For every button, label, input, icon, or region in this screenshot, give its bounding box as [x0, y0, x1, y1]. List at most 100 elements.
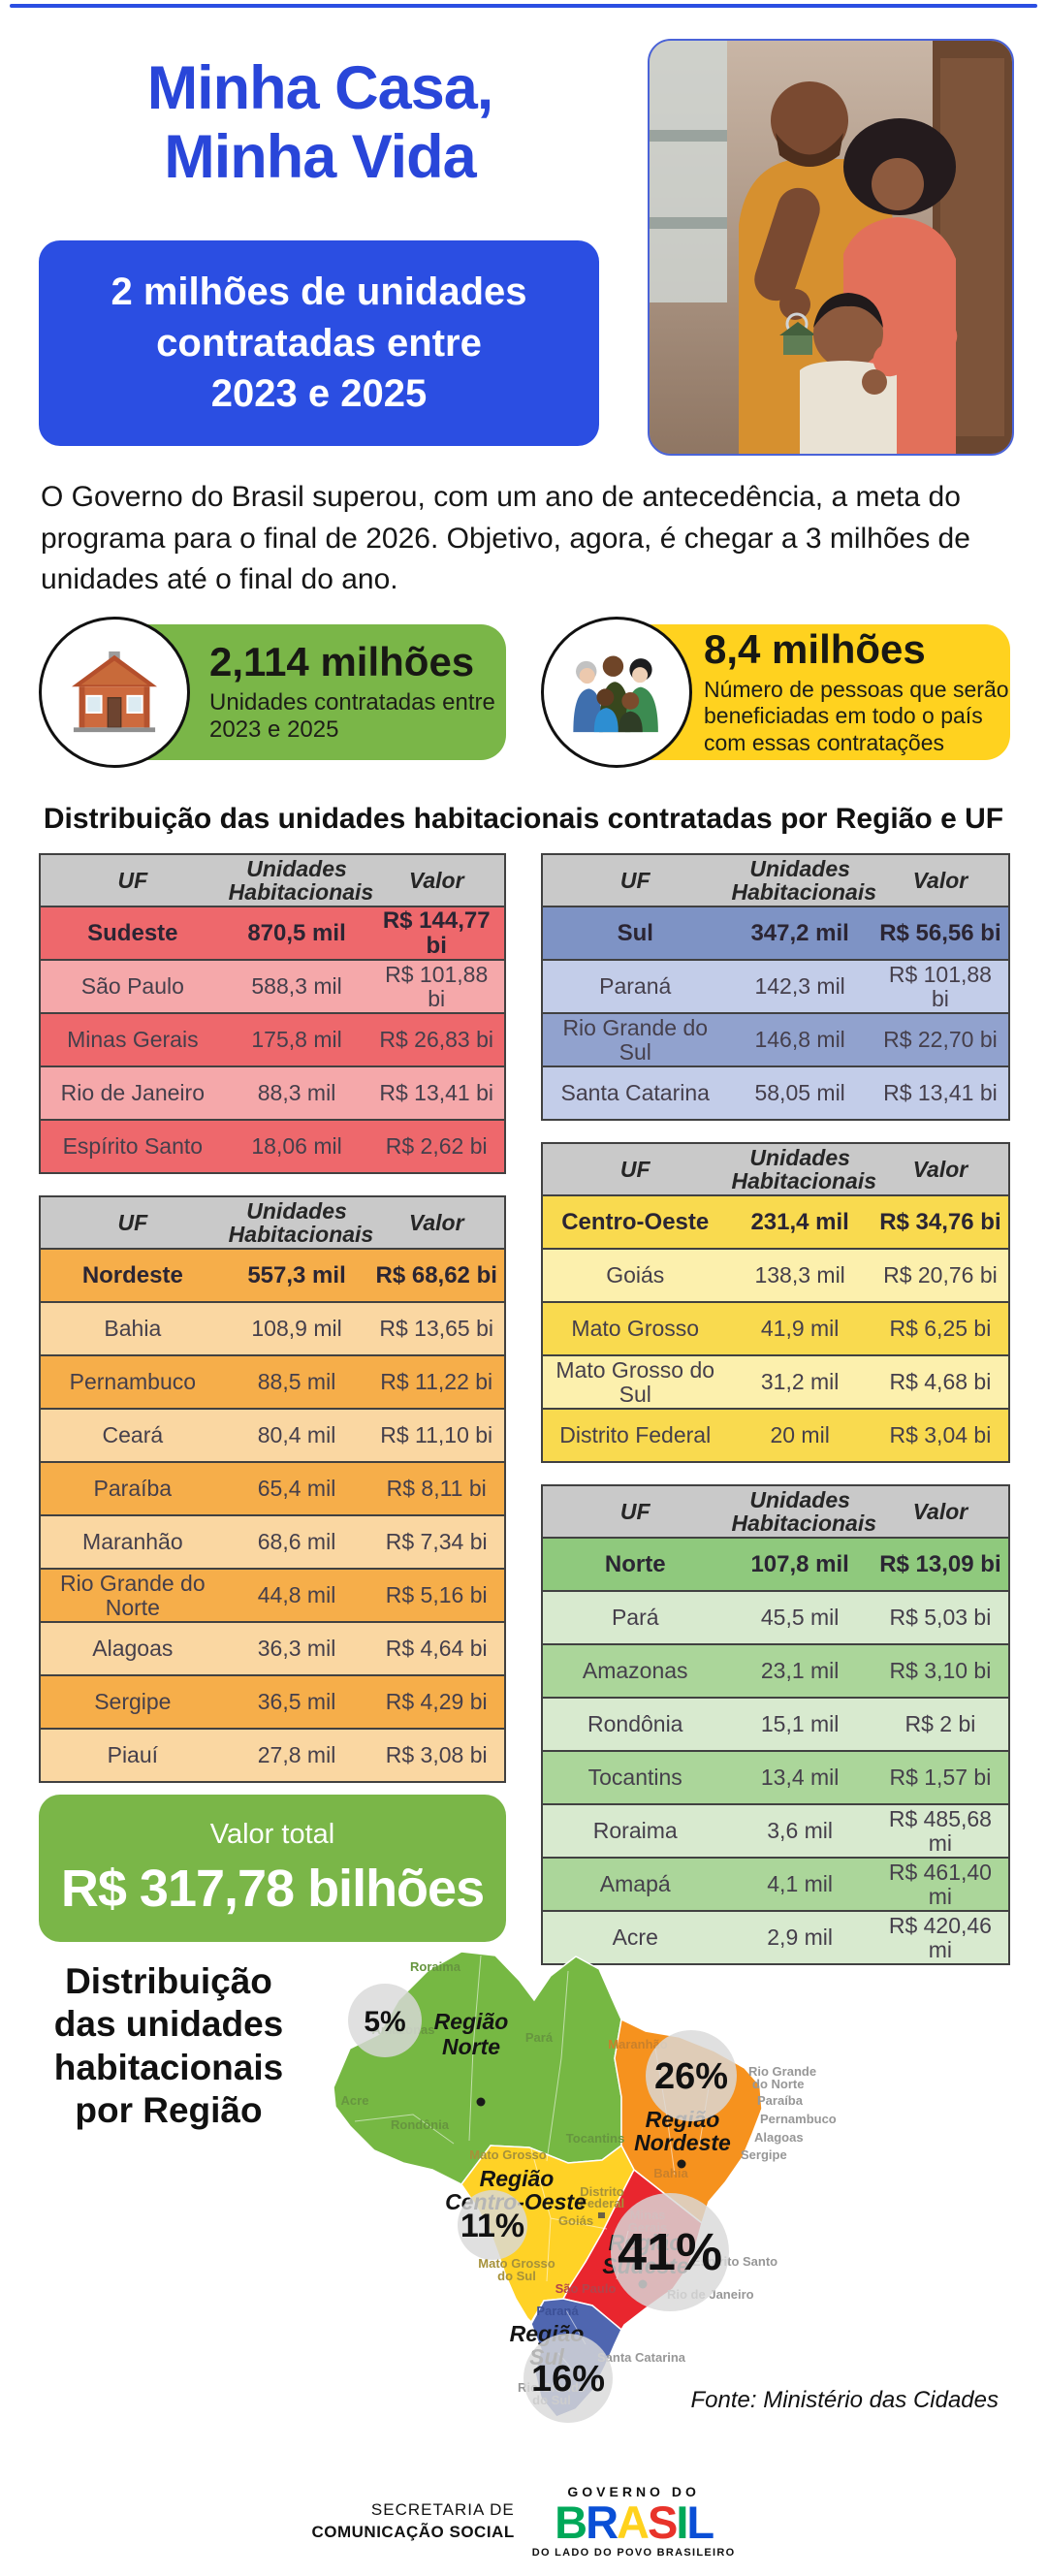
- family-photo: [648, 39, 1014, 456]
- map-title-line1: Distribuição: [65, 1961, 272, 2001]
- state-label-alagoas: Alagoas: [754, 2130, 804, 2145]
- column-header: Unidades Habitacionais: [224, 1196, 373, 1250]
- total-value-label: Valor total: [209, 1818, 335, 1850]
- table-sul: UF Unidades Habitacionais Valor Sul 347,2 mi…: [541, 853, 1010, 1121]
- house-icon-circle: [39, 617, 190, 768]
- region-total-row: Nordeste 557,3 mil R$ 68,62 bi: [40, 1249, 505, 1302]
- region-total-row: Centro-Oeste 231,4 mil R$ 34,76 bi: [542, 1195, 1009, 1249]
- table-norte: UF Unidades Habitacionais Valor Norte 107,8 …: [541, 1484, 1010, 1965]
- table-header-row: UF Unidades Habitacionais Valor: [542, 1485, 1009, 1539]
- pct-bubble-sul: [524, 2334, 613, 2423]
- state-label-rondonia: Rondônia: [391, 2117, 450, 2132]
- table-row: Pará 45,5 mil R$ 5,03 bi: [542, 1591, 1009, 1644]
- column-header: Unidades Habitacionais: [727, 854, 876, 907]
- state-label-santa-catarina: Santa Catarina: [597, 2350, 686, 2365]
- gov-brasil-letter: I: [676, 2496, 688, 2548]
- region-total-row: Sul 347,2 mil R$ 56,56 bi: [542, 906, 1009, 960]
- state-label-parana: Paraná: [536, 2304, 579, 2318]
- map-title-line2: das unidades: [53, 2004, 284, 2045]
- column-header: UF: [542, 854, 728, 907]
- house-icon: [72, 651, 157, 733]
- tables-column-right: UF Unidades Habitacionais Valor Sul 347,2 mi…: [541, 853, 1010, 1977]
- footer: SECRETARIA DE COMUNICAÇÃO SOCIAL GOVERNO…: [0, 2484, 1047, 2559]
- region-dot-nordeste: [677, 2159, 686, 2169]
- column-header: UF: [40, 1196, 225, 1250]
- pct-label-centro-oeste: 11%: [460, 2208, 524, 2244]
- state-label-para: Pará: [525, 2030, 554, 2045]
- distrito-federal-marker: [598, 2212, 605, 2218]
- family-photo-illustration: [650, 41, 1012, 454]
- state-label-sao-paulo: São Paulo: [555, 2281, 617, 2296]
- state-label-bahia: Bahia: [653, 2166, 688, 2180]
- state-label-paraiba: Paraíba: [757, 2093, 804, 2108]
- family-icon-circle: [541, 617, 692, 768]
- state-label-mato-grosso-do-sul-1: Mato Grosso: [478, 2256, 555, 2271]
- column-header: UF: [40, 854, 225, 907]
- pct-bubble-nordeste: [646, 2030, 737, 2121]
- total-value-amount: R$ 317,78 bilhões: [60, 1859, 485, 1918]
- table-row: Amazonas 23,1 mil R$ 3,10 bi: [542, 1644, 1009, 1698]
- state-label-acre: Acre: [341, 2093, 369, 2108]
- table-header-row: UF Unidades Habitacionais Valor: [542, 854, 1009, 907]
- pct-label-norte: 5%: [364, 2006, 405, 2038]
- state-label-mato-grosso: Mato Grosso: [469, 2147, 547, 2162]
- column-header: Unidades Habitacionais: [224, 854, 373, 907]
- column-header: Valor: [368, 1196, 505, 1250]
- secom-block: SECRETARIA DE COMUNICAÇÃO SOCIAL: [311, 2499, 514, 2544]
- table-row: São Paulo 588,3 mil R$ 101,88 bi: [40, 960, 505, 1013]
- state-label-mato-grosso-do-sul-2: do Sul: [497, 2269, 536, 2283]
- column-header: Valor: [872, 854, 1009, 907]
- pct-bubble-norte: [348, 1984, 422, 2057]
- stat-badge-units: 2,114 milhões Unidades contratadas entre…: [39, 617, 506, 768]
- region-dot-norte: [476, 2097, 486, 2107]
- table-row: Minas Gerais 175,8 mil R$ 26,83 bi: [40, 1013, 505, 1066]
- state-label-roraima: Roraima: [410, 1959, 461, 1974]
- secom-line2: COMUNICAÇÃO SOCIAL: [311, 2522, 515, 2541]
- gov-top-label: GOVERNO DO: [567, 2484, 700, 2499]
- table-row: Sergipe 36,5 mil R$ 4,29 bi: [40, 1675, 505, 1729]
- table-row: Rondônia 15,1 mil R$ 2 bi: [542, 1698, 1009, 1751]
- table-row: Distrito Federal 20 mil R$ 3,04 bi: [542, 1409, 1009, 1462]
- table-row: Paraíba 65,4 mil R$ 8,11 bi: [40, 1462, 505, 1515]
- table-sudeste: UF Unidades Habitacionais Valor Sudeste 870,…: [39, 853, 506, 1174]
- state-label-tocantins: Tocantins: [566, 2131, 624, 2146]
- source-note: Fonte: Ministério das Cidades: [690, 2387, 999, 2413]
- state-label-distrito-federal-2: Federal: [580, 2196, 624, 2210]
- column-header: Valor: [368, 854, 505, 907]
- table-row: Espírito Santo 18,06 mil R$ 2,62 bi: [40, 1120, 505, 1173]
- table-centro-oeste: UF Unidades Habitacionais Valor Centro-Oest…: [541, 1142, 1010, 1463]
- highlight-line2: contratadas entre: [156, 321, 482, 365]
- pct-label-sudeste: 41%: [618, 2223, 722, 2281]
- pct-bubble-centro-oeste: [458, 2190, 527, 2260]
- gov-brasil-letter: R: [586, 2496, 619, 2548]
- brazil-map-svg: Roraima Amazonas Acre Rondônia Pará Toca…: [333, 1951, 837, 2423]
- state-label-pernambuco: Pernambuco: [760, 2112, 837, 2126]
- table-row: Maranhão 68,6 mil R$ 7,34 bi: [40, 1515, 505, 1569]
- column-header: Valor: [872, 1143, 1009, 1196]
- table-nordeste: UF Unidades Habitacionais Valor Nordeste 557…: [39, 1195, 506, 1783]
- gov-brasil-letter: B: [555, 2496, 587, 2548]
- highlight-line1: 2 milhões de unidades: [111, 270, 527, 313]
- region-label-centro-oeste-1: Região: [480, 2166, 555, 2191]
- map-section-title: Distribuição das unidades habitacionais …: [45, 1960, 293, 2133]
- map-title-line3: habitacionais: [53, 2047, 284, 2087]
- table-row: Mato Grosso 41,9 mil R$ 6,25 bi: [542, 1302, 1009, 1355]
- table-header-row: UF Unidades Habitacionais Valor: [40, 1196, 505, 1250]
- table-row: Paraná 142,3 mil R$ 101,88 bi: [542, 960, 1009, 1013]
- top-accent-line: [10, 4, 1037, 8]
- brazil-region-map: Roraima Amazonas Acre Rondônia Pará Toca…: [326, 1942, 840, 2427]
- stat-units-value: 2,114 milhões: [209, 638, 475, 684]
- gov-brasil-letter: L: [686, 2496, 714, 2548]
- table-row: Bahia 108,9 mil R$ 13,65 bi: [40, 1302, 505, 1355]
- stat-badge-people: 8,4 milhões Número de pessoas que serão …: [541, 617, 1010, 768]
- region-total-row: Norte 107,8 mil R$ 13,09 bi: [542, 1538, 1009, 1591]
- column-header: Unidades Habitacionais: [727, 1143, 876, 1196]
- table-row: Ceará 80,4 mil R$ 11,10 bi: [40, 1409, 505, 1462]
- page-title-line2: Minha Vida: [164, 122, 476, 191]
- governo-do-brasil-logo: GOVERNO DO BRASIL DO LADO DO POVO BRASIL…: [532, 2484, 736, 2559]
- tables-host-right: UF Unidades Habitacionais Valor Sul 347,2 mi…: [541, 853, 1010, 1977]
- stat-units-label: Unidades contratadas entre 2023 e 2025: [209, 688, 495, 744]
- table-row: Rio Grande do Sul 146,8 mil R$ 22,70 bi: [542, 1013, 1009, 1066]
- gov-brasil-letter: A: [617, 2496, 650, 2548]
- pct-bubble-sudeste: [611, 2193, 729, 2311]
